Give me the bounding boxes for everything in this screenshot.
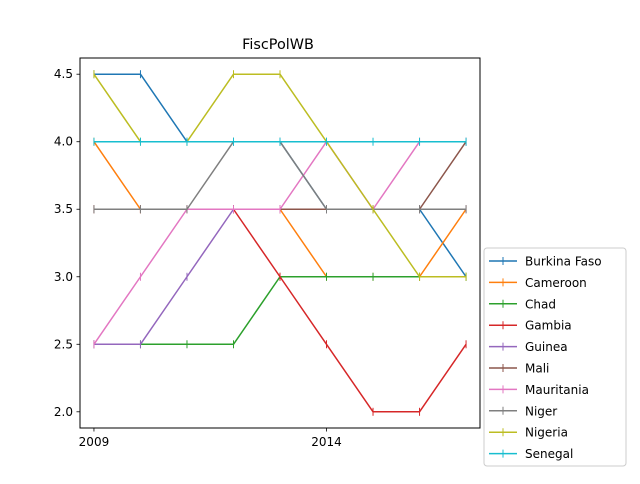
legend-item: Niger [489, 404, 557, 418]
legend-label: Chad [525, 297, 556, 311]
legend-item: Mali [489, 362, 549, 376]
legend-label: Nigeria [525, 426, 568, 440]
y-tick-label: 4.0 [54, 135, 73, 149]
legend-item: Nigeria [489, 426, 568, 440]
legend-item: Gambia [489, 319, 572, 333]
legend-label: Guinea [525, 340, 568, 354]
chart-title: FiscPolWB [242, 37, 314, 53]
legend-item: Chad [489, 297, 556, 311]
legend-label: Senegal [525, 447, 573, 461]
series-senegal [93, 137, 467, 146]
legend-label: Mali [525, 362, 549, 376]
axes: 2.0 2.5 3.0 3.5 4.0 4.5 2009 2014 [54, 67, 342, 449]
x-tick-label: 2009 [79, 435, 110, 449]
series-group [93, 70, 467, 416]
plot-frame [79, 57, 481, 429]
y-tick-label: 2.0 [54, 405, 73, 419]
y-tick-label: 4.5 [54, 67, 73, 81]
legend-item: Senegal [489, 447, 573, 461]
x-tick-label: 2014 [311, 435, 342, 449]
legend: Burkina Faso Cameroon Chad Gambia Guinea Mali… [483, 247, 627, 467]
legend-label: Niger [525, 404, 557, 418]
legend-label: Gambia [525, 319, 572, 333]
legend-label: Mauritania [525, 383, 589, 397]
legend-item: Mauritania [489, 383, 589, 397]
legend-item: Burkina Faso [489, 255, 602, 269]
y-tick-label: 3.5 [54, 202, 73, 216]
legend-box [483, 247, 627, 467]
legend-item: Cameroon [489, 276, 587, 290]
y-tick-label: 3.0 [54, 270, 73, 284]
legend-label: Cameroon [525, 276, 587, 290]
legend-item: Guinea [489, 340, 568, 354]
legend-label: Burkina Faso [525, 255, 602, 269]
y-tick-label: 2.5 [54, 337, 73, 351]
